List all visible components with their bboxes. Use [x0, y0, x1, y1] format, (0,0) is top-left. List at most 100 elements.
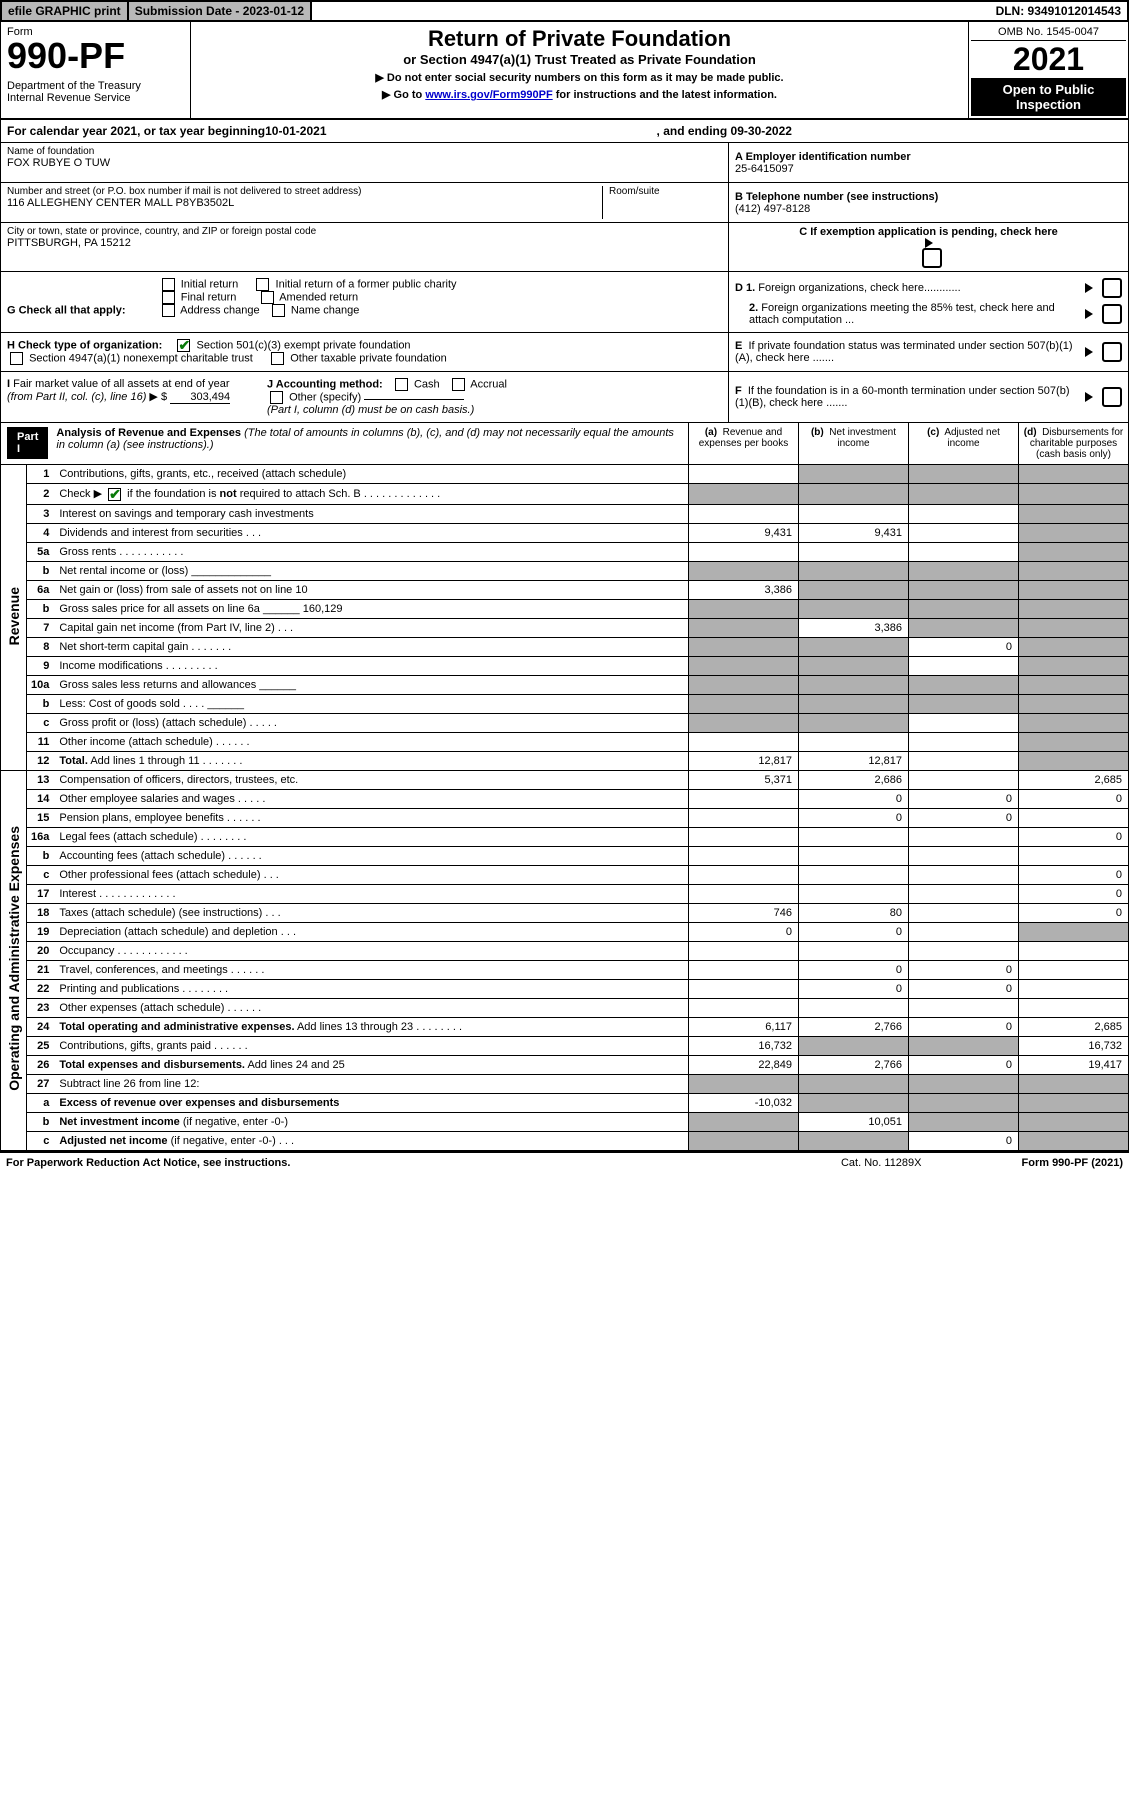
- table-row: 15Pension plans, employee benefits . . .…: [1, 808, 1129, 827]
- f-label: F If the foundation is in a 60-month ter…: [735, 385, 1082, 409]
- table-row: bNet rental income or (loss) ___________…: [1, 561, 1129, 580]
- col-d-header: (d) Disbursements for charitable purpose…: [1018, 423, 1128, 464]
- table-row: 21Travel, conferences, and meetings . . …: [1, 960, 1129, 979]
- c-checkbox[interactable]: [922, 248, 942, 268]
- phone-label: B Telephone number (see instructions): [735, 191, 1122, 203]
- table-row: bNet investment income (if negative, ent…: [1, 1112, 1129, 1131]
- address: 116 ALLEGHENY CENTER MALL P8YB3502L: [7, 197, 602, 209]
- room-label: Room/suite: [609, 186, 722, 197]
- 501c3-checkbox[interactable]: [177, 339, 190, 352]
- part1-badge: Part I: [7, 427, 48, 459]
- irs-link[interactable]: www.irs.gov/Form990PF: [425, 89, 552, 101]
- city-label: City or town, state or province, country…: [7, 226, 722, 237]
- schb-checkbox[interactable]: [108, 488, 121, 501]
- e-checkbox[interactable]: [1102, 342, 1122, 362]
- col-c-header: (c) Adjusted net income: [908, 423, 1018, 464]
- open-public-badge: Open to Public Inspection: [971, 78, 1126, 116]
- table-row: 6aNet gain or (loss) from sale of assets…: [1, 580, 1129, 599]
- table-row: cAdjusted net income (if negative, enter…: [1, 1131, 1129, 1150]
- table-row: 2Check ▶ if the foundation is not requir…: [1, 484, 1129, 505]
- instr-2: ▶ Go to www.irs.gov/Form990PF for instru…: [197, 88, 962, 101]
- checks-g-row: G Check all that apply: Initial return I…: [0, 272, 1129, 333]
- cash-checkbox[interactable]: [395, 378, 408, 391]
- foundation-name: FOX RUBYE O TUW: [7, 157, 722, 169]
- final-return-checkbox[interactable]: [162, 291, 175, 304]
- accrual-checkbox[interactable]: [452, 378, 465, 391]
- initial-return-checkbox[interactable]: [162, 278, 175, 291]
- table-row: 4Dividends and interest from securities …: [1, 523, 1129, 542]
- table-row: 14Other employee salaries and wages . . …: [1, 789, 1129, 808]
- c-label: C If exemption application is pending, c…: [799, 226, 1058, 238]
- efile-print-button[interactable]: efile GRAPHIC print: [2, 2, 129, 20]
- phone-value: (412) 497-8128: [735, 203, 1122, 215]
- topbar: efile GRAPHIC print Submission Date - 20…: [0, 0, 1129, 22]
- ein-value: 25-6415097: [735, 163, 1122, 175]
- dln: DLN: 93491012014543: [990, 2, 1127, 20]
- omb-number: OMB No. 1545-0047: [971, 24, 1126, 41]
- table-row: cGross profit or (loss) (attach schedule…: [1, 713, 1129, 732]
- triangle-icon: [1085, 309, 1093, 319]
- table-row: 5aGross rents . . . . . . . . . . .: [1, 542, 1129, 561]
- table-row: cOther professional fees (attach schedul…: [1, 865, 1129, 884]
- ein-label: A Employer identification number: [735, 151, 1122, 163]
- triangle-icon: [1085, 392, 1093, 402]
- triangle-icon: [925, 238, 933, 248]
- table-row: aExcess of revenue over expenses and dis…: [1, 1093, 1129, 1112]
- table-row: 20Occupancy . . . . . . . . . . . .: [1, 941, 1129, 960]
- table-row: Operating and Administrative Expenses13C…: [1, 770, 1129, 789]
- table-row: 10aGross sales less returns and allowanc…: [1, 675, 1129, 694]
- e-label: E If private foundation status was termi…: [735, 340, 1082, 364]
- table-row: 9Income modifications . . . . . . . . .: [1, 656, 1129, 675]
- f-checkbox[interactable]: [1102, 387, 1122, 407]
- table-row: 27Subtract line 26 from line 12:: [1, 1074, 1129, 1093]
- name-change-checkbox[interactable]: [272, 304, 285, 317]
- table-row: 22Printing and publications . . . . . . …: [1, 979, 1129, 998]
- analysis-table: Revenue1Contributions, gifts, grants, et…: [0, 465, 1129, 1151]
- table-row: 24Total operating and administrative exp…: [1, 1017, 1129, 1036]
- entity-block: Name of foundation FOX RUBYE O TUW Numbe…: [0, 143, 1129, 272]
- checks-h-row: H Check type of organization: Section 50…: [0, 333, 1129, 372]
- col-b-header: (b) Net investment income: [798, 423, 908, 464]
- form-subtitle: or Section 4947(a)(1) Trust Treated as P…: [197, 52, 962, 67]
- submission-date: Submission Date - 2023-01-12: [129, 2, 312, 20]
- paperwork-notice: For Paperwork Reduction Act Notice, see …: [6, 1157, 290, 1169]
- triangle-icon: [1085, 283, 1093, 293]
- table-row: 16aLegal fees (attach schedule) . . . . …: [1, 827, 1129, 846]
- cat-no: Cat. No. 11289X: [841, 1157, 922, 1169]
- city-state-zip: PITTSBURGH, PA 15212: [7, 237, 722, 249]
- table-row: 8Net short-term capital gain . . . . . .…: [1, 637, 1129, 656]
- table-row: 25Contributions, gifts, grants paid . . …: [1, 1036, 1129, 1055]
- d1-checkbox[interactable]: [1102, 278, 1122, 298]
- address-change-checkbox[interactable]: [162, 304, 175, 317]
- form-footer: Form 990-PF (2021): [1022, 1157, 1124, 1169]
- table-row: Revenue1Contributions, gifts, grants, et…: [1, 465, 1129, 484]
- table-row: 19Depreciation (attach schedule) and dep…: [1, 922, 1129, 941]
- table-row: 23Other expenses (attach schedule) . . .…: [1, 998, 1129, 1017]
- col-a-header: (a) Revenue and expenses per books: [688, 423, 798, 464]
- table-row: bGross sales price for all assets on lin…: [1, 599, 1129, 618]
- table-row: bLess: Cost of goods sold . . . . ______: [1, 694, 1129, 713]
- table-row: 17Interest . . . . . . . . . . . . .0: [1, 884, 1129, 903]
- instr-1: ▶ Do not enter social security numbers o…: [197, 71, 962, 84]
- checks-ij-row: I Fair market value of all assets at end…: [0, 372, 1129, 423]
- addr-label: Number and street (or P.O. box number if…: [7, 186, 602, 197]
- initial-former-checkbox[interactable]: [256, 278, 269, 291]
- fmv-value: 303,494: [170, 391, 230, 404]
- calendar-year-row: For calendar year 2021, or tax year begi…: [0, 120, 1129, 143]
- table-row: 26Total expenses and disbursements. Add …: [1, 1055, 1129, 1074]
- table-row: 12Total. Add lines 1 through 11 . . . . …: [1, 751, 1129, 770]
- d2-checkbox[interactable]: [1102, 304, 1122, 324]
- other-method-checkbox[interactable]: [270, 391, 283, 404]
- triangle-icon: [1085, 347, 1093, 357]
- table-row: 3Interest on savings and temporary cash …: [1, 504, 1129, 523]
- form-number: 990-PF: [7, 38, 184, 74]
- table-row: 7Capital gain net income (from Part IV, …: [1, 618, 1129, 637]
- table-row: 18Taxes (attach schedule) (see instructi…: [1, 903, 1129, 922]
- amended-return-checkbox[interactable]: [261, 291, 274, 304]
- part1-header-row: Part I Analysis of Revenue and Expenses …: [0, 423, 1129, 465]
- tax-year: 2021: [971, 41, 1126, 78]
- footer: For Paperwork Reduction Act Notice, see …: [0, 1151, 1129, 1173]
- other-taxable-checkbox[interactable]: [271, 352, 284, 365]
- form-header: Form 990-PF Department of the TreasuryIn…: [0, 22, 1129, 120]
- 4947-checkbox[interactable]: [10, 352, 23, 365]
